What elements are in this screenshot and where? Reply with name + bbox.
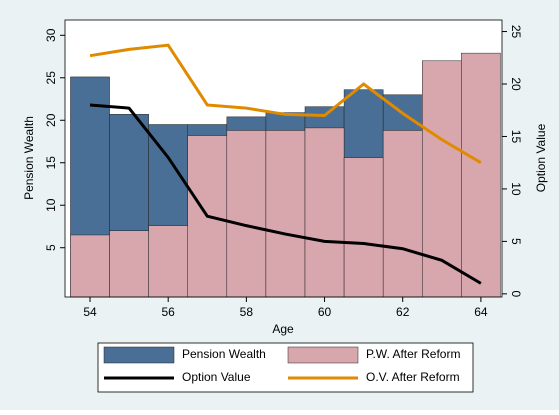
y-tick-label: 25 bbox=[44, 71, 58, 85]
bar bbox=[109, 230, 149, 298]
y-tick-label: 5 bbox=[44, 244, 58, 251]
bar bbox=[304, 127, 345, 298]
y2-tick-label: 25 bbox=[509, 25, 523, 39]
y2-tick-label: 5 bbox=[509, 238, 523, 245]
bar bbox=[461, 52, 501, 298]
y2-tick-label: 10 bbox=[509, 182, 523, 196]
x-tick-label: 56 bbox=[162, 305, 176, 319]
x-tick-label: 54 bbox=[83, 305, 97, 319]
legend-label: Option Value bbox=[182, 370, 251, 384]
y-tick-label: 30 bbox=[44, 28, 58, 42]
y-axis-title: Pension Wealth bbox=[22, 116, 36, 200]
y-tick-label: 10 bbox=[44, 198, 58, 212]
x-tick-label: 64 bbox=[474, 305, 488, 319]
line bbox=[89, 43, 482, 164]
legend-swatch bbox=[103, 346, 175, 364]
legend-label: P.W. After Reform bbox=[366, 347, 460, 361]
bar bbox=[70, 234, 110, 298]
y-tick-label: 15 bbox=[44, 156, 58, 170]
legend-label: O.V. After Reform bbox=[366, 370, 460, 384]
y2-tick-label: 20 bbox=[509, 77, 523, 91]
y2-axis-title: Option Value bbox=[534, 123, 548, 192]
x-tick-label: 60 bbox=[318, 305, 332, 319]
plot-frame bbox=[64, 19, 503, 298]
y-tick-label: 20 bbox=[44, 113, 58, 127]
x-axis-title: Age bbox=[272, 322, 294, 336]
line bbox=[89, 103, 482, 285]
legend-label: Pension Wealth bbox=[182, 347, 266, 361]
bar bbox=[343, 157, 384, 298]
legend-swatch bbox=[287, 346, 359, 364]
y2-tick-label: 0 bbox=[509, 291, 523, 298]
x-tick-label: 62 bbox=[396, 305, 410, 319]
y2-tick-label: 15 bbox=[509, 130, 523, 144]
x-tick-label: 58 bbox=[240, 305, 254, 319]
bar bbox=[148, 225, 188, 298]
bar bbox=[226, 130, 267, 298]
bar bbox=[382, 130, 423, 298]
bar bbox=[265, 130, 306, 298]
